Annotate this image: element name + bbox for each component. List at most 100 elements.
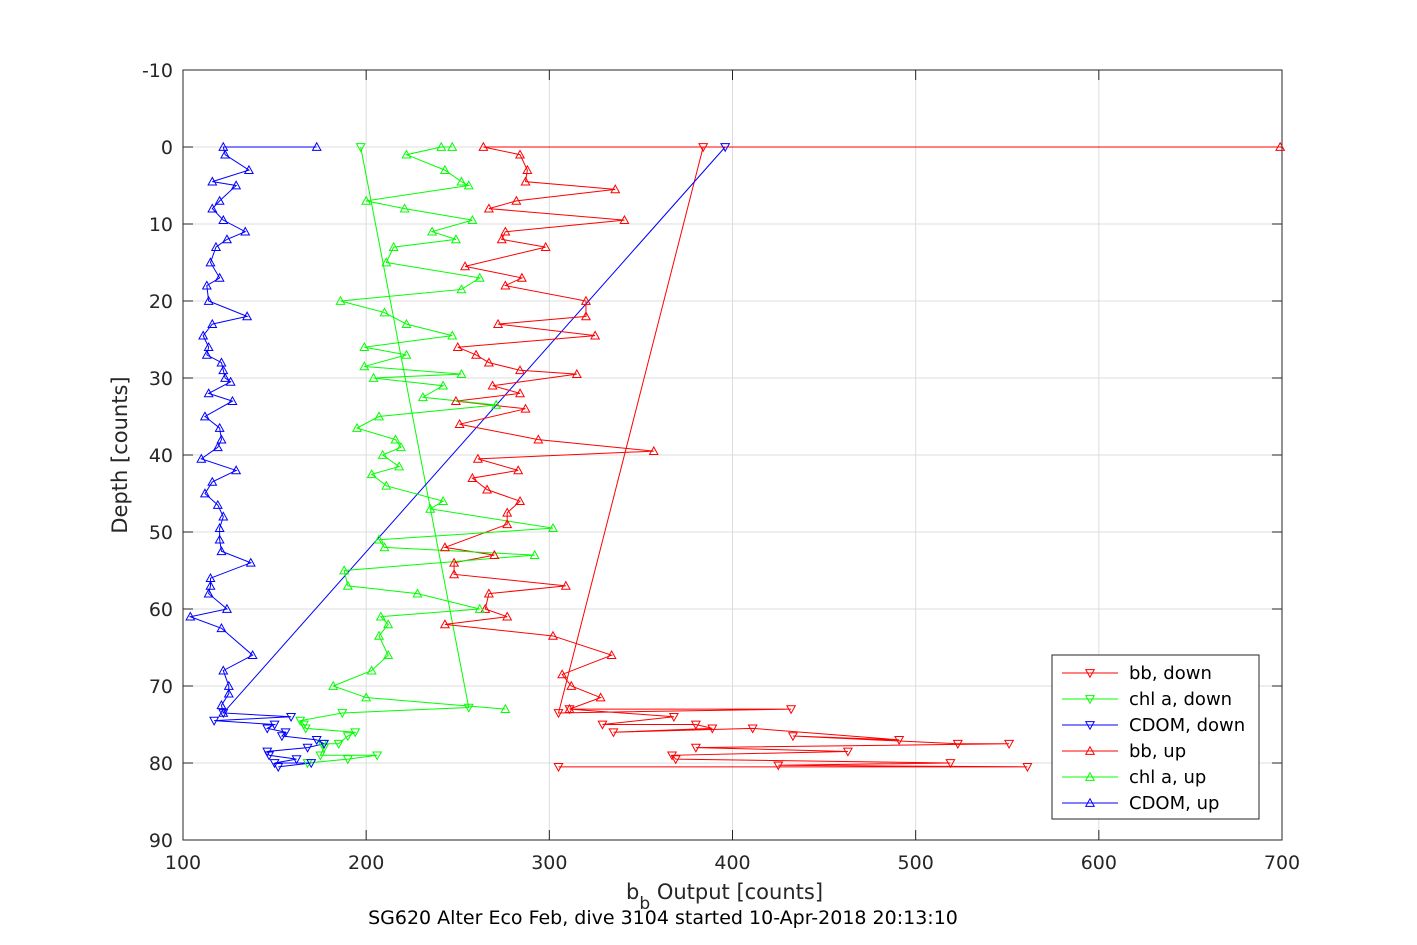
y-tick-label: -10	[142, 60, 173, 82]
data-point	[203, 388, 214, 398]
data-point	[375, 611, 386, 621]
data-point	[690, 743, 701, 753]
data-point	[247, 649, 258, 660]
data-point	[502, 507, 513, 517]
data-point	[474, 272, 485, 282]
data-point	[747, 724, 758, 734]
data-point	[286, 712, 297, 723]
x-tick-label: 700	[1264, 852, 1300, 874]
x-tick-label: 600	[1081, 852, 1117, 874]
data-point	[269, 720, 280, 730]
data-point	[842, 747, 853, 757]
data-point	[520, 403, 531, 413]
data-point	[474, 603, 485, 613]
data-point	[894, 736, 905, 746]
data-point	[218, 365, 229, 375]
data-point	[483, 357, 494, 367]
data-point	[214, 534, 225, 544]
x-tick-label: 200	[348, 852, 384, 874]
data-point	[427, 226, 438, 236]
data-point	[315, 751, 326, 761]
data-point	[1004, 739, 1015, 749]
data-point	[242, 311, 253, 321]
series-line	[299, 146, 470, 764]
data-point	[500, 703, 511, 713]
x-tick-label: 100	[165, 852, 201, 874]
data-point	[207, 318, 218, 328]
data-point	[520, 176, 531, 186]
data-point	[553, 709, 564, 719]
data-point	[218, 511, 229, 521]
data-point	[648, 445, 659, 456]
data-point	[399, 203, 410, 213]
data-point	[571, 368, 582, 379]
data-point	[351, 422, 363, 432]
data-point	[342, 755, 353, 765]
legend-entry: chl a, down	[1129, 689, 1232, 710]
data-point	[342, 580, 353, 590]
legend-swatch-marker	[1084, 771, 1096, 781]
y-tick-label: 10	[149, 214, 173, 236]
data-point	[207, 203, 218, 213]
data-point	[311, 736, 322, 746]
data-point	[302, 743, 313, 753]
data-point	[223, 688, 234, 698]
series-line	[331, 146, 554, 710]
y-tick-label: 80	[149, 753, 173, 775]
y-tick-label: 70	[149, 676, 173, 698]
legend-swatch-marker	[1084, 745, 1096, 755]
data-point	[436, 141, 447, 151]
data-point	[339, 565, 350, 575]
caption: SG620 Alter Eco Feb, dive 3104 started 1…	[368, 907, 958, 929]
data-point	[511, 195, 522, 205]
data-point	[417, 392, 428, 402]
y-tick-label: 90	[149, 830, 173, 852]
data-point	[203, 341, 214, 352]
data-point	[388, 241, 399, 251]
data-point	[335, 295, 346, 305]
data-point	[1022, 762, 1033, 773]
y-tick-label: 30	[149, 368, 173, 390]
data-point	[668, 712, 679, 723]
data-point	[482, 484, 493, 494]
data-point	[366, 665, 377, 675]
data-point	[220, 149, 231, 159]
data-point	[394, 461, 405, 471]
data-point	[273, 762, 284, 773]
data-point	[205, 580, 216, 590]
data-point	[379, 307, 390, 317]
data-point	[216, 623, 227, 633]
data-point	[454, 418, 465, 429]
data-point	[491, 399, 502, 409]
data-point	[516, 272, 527, 282]
y-axis-label: Depth [counts]	[108, 376, 132, 533]
data-point	[590, 330, 601, 340]
data-point	[502, 611, 513, 621]
data-point	[221, 603, 233, 613]
data-point	[216, 700, 227, 710]
data-point	[361, 692, 372, 702]
data-point	[390, 434, 401, 444]
data-point	[483, 203, 494, 213]
legend-entry: chl a, up	[1129, 767, 1206, 788]
data-point	[377, 449, 388, 459]
data-point	[359, 361, 370, 371]
data-point	[216, 434, 227, 444]
data-point	[342, 732, 353, 742]
data-point	[560, 580, 571, 590]
data-point	[218, 141, 229, 151]
data-point	[412, 588, 423, 598]
data-point	[456, 368, 467, 379]
legend-entry: bb, down	[1129, 663, 1212, 684]
data-point	[276, 732, 287, 742]
data-point	[373, 534, 385, 544]
data-point	[212, 442, 223, 452]
data-point	[597, 720, 608, 730]
data-point	[355, 143, 366, 153]
data-point	[231, 180, 242, 190]
data-point	[480, 603, 491, 613]
data-point	[243, 164, 254, 174]
series-line	[557, 146, 1028, 768]
data-point	[401, 349, 412, 359]
